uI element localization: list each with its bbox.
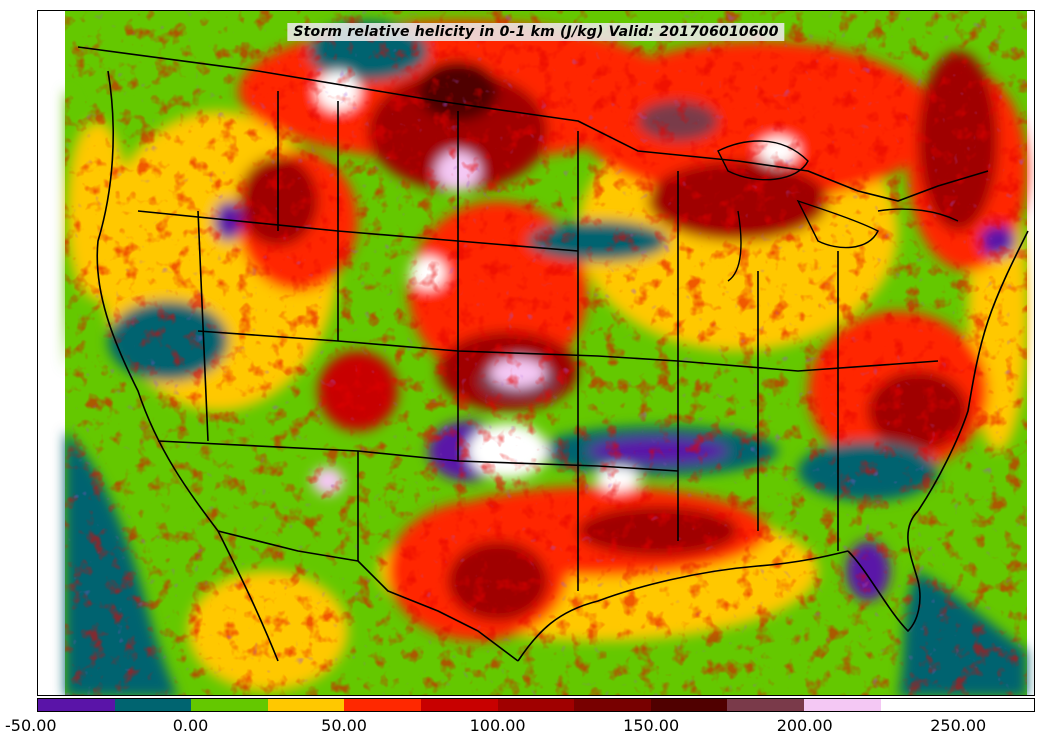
right-blank-margin [1027,11,1034,695]
colorbar-tick-label: 250.00 [930,716,987,735]
colorbar-tick-label: 50.00 [321,716,367,735]
west-coast [96,70,279,662]
colorbar-segment [114,699,192,711]
map-title: Storm relative helicity in 0-1 km (J/kg)… [287,23,785,41]
colorbar-segment [804,699,881,711]
florida [847,510,921,632]
colorbar-tick-label: 200.00 [776,716,833,735]
colorbar-segment [421,699,498,711]
great-lakes [717,140,959,282]
colorbar-tick-label: -50.00 [5,716,57,735]
colorbar-segment [497,699,575,711]
colorbar-segment [880,699,958,711]
colorbar-segment [650,699,728,711]
colorbar-segment [267,699,345,711]
colorbar-tick-label: 0.00 [172,716,209,735]
colorbar-ticks: -50.00 0.00 50.00 100.00 150.00 200.00 250.00 [5,712,1035,742]
east-coast [917,230,1029,512]
colorbar-tick-label: 100.00 [469,716,526,735]
left-blank-margin [38,11,65,695]
political-boundaries [77,46,1029,662]
colorbar-tick-label: 150.00 [623,716,680,735]
colorbar-segment [344,699,422,711]
colorbar-segment [38,699,115,711]
helicity-map [38,11,1034,695]
us-canada-border [77,46,989,202]
us-mexico-border [217,530,519,662]
colorbar-segment [957,699,1034,711]
colorbar-segment [191,699,268,711]
colorbar-segment [727,699,805,711]
colorbar-segment [574,699,651,711]
colorbar [37,698,1035,712]
map-panel: Storm relative helicity in 0-1 km (J/kg)… [37,10,1035,696]
gulf-coast [517,550,849,662]
